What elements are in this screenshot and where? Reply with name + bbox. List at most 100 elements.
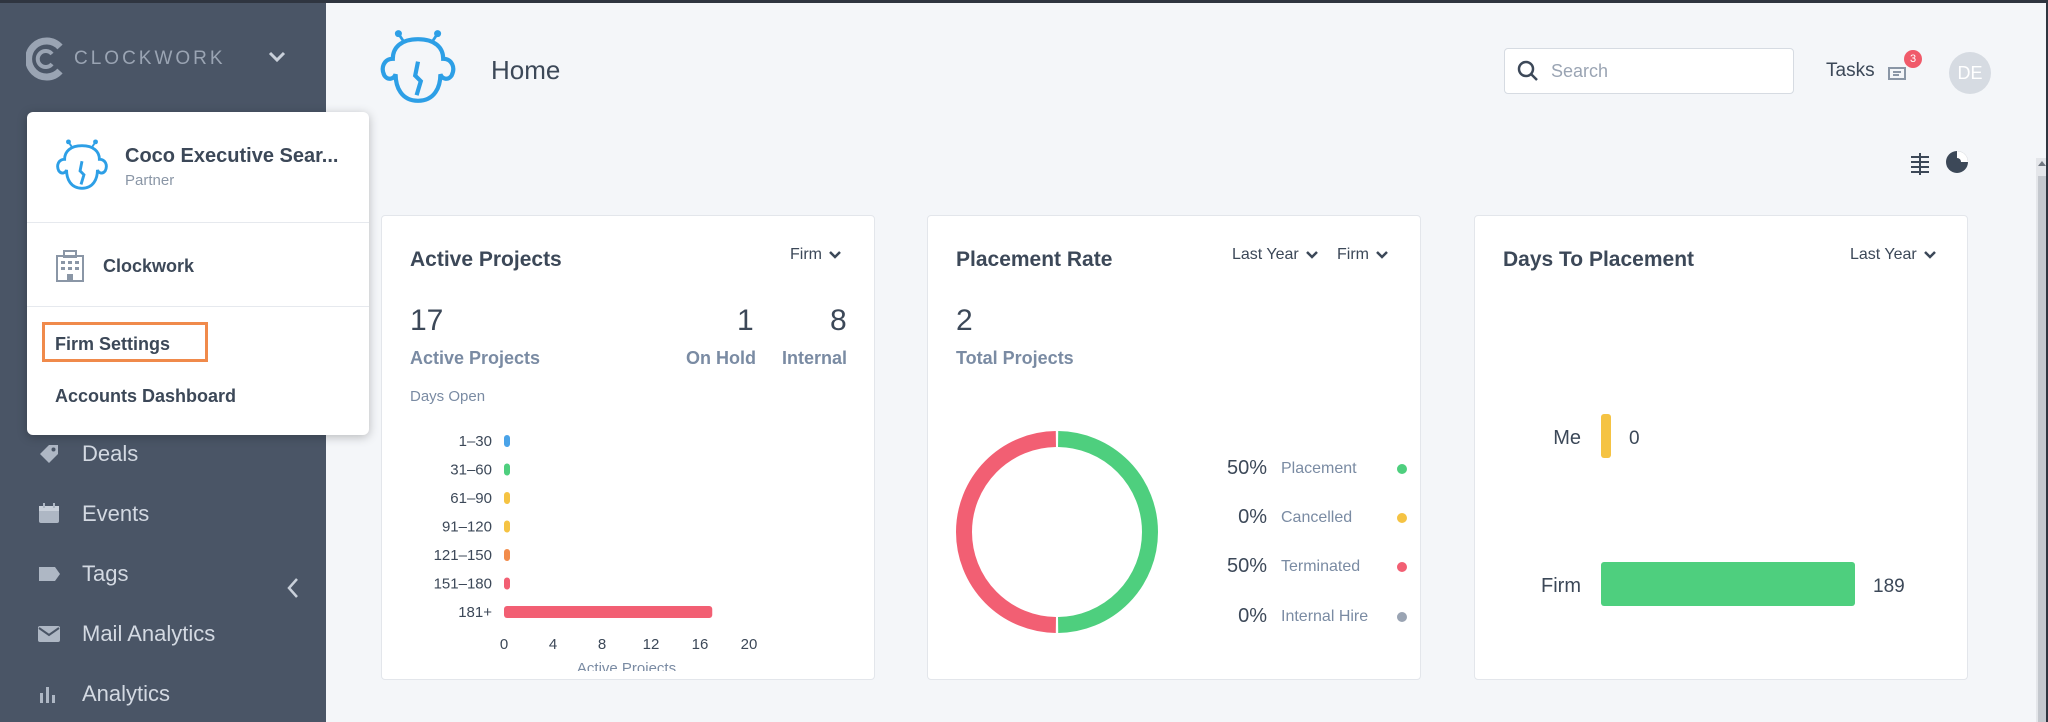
category-label: 181+ <box>458 604 492 621</box>
sidebar-item-label: Tags <box>82 561 129 586</box>
divider <box>27 306 369 307</box>
building-icon <box>56 250 84 282</box>
period-filter-dropdown[interactable]: Last Year <box>1850 246 1937 264</box>
sidebar-item-label: Events <box>82 501 150 526</box>
sidebar-item-tags[interactable]: Tags <box>36 561 128 587</box>
legend-label: Placement <box>1281 459 1357 477</box>
legend-label: Terminated <box>1281 557 1361 575</box>
category-label: 91–120 <box>442 519 492 536</box>
donut-slice-placement[interactable] <box>1057 431 1158 633</box>
bar-31–60[interactable] <box>504 463 510 476</box>
category-label: 31–60 <box>450 462 492 479</box>
x-axis-label: Active Projects <box>577 660 676 671</box>
filter-lines-icon[interactable] <box>1909 152 1931 176</box>
on-hold-value: 1 <box>737 304 754 337</box>
donut-slice-terminated[interactable] <box>956 431 1057 633</box>
workspace-item[interactable]: Clockwork <box>55 250 194 282</box>
chart-title: Days Open <box>410 388 486 405</box>
pie-chart-icon[interactable] <box>1945 150 1969 174</box>
clockwork-logo-icon <box>26 37 63 81</box>
active-projects-value: 17 <box>410 304 444 337</box>
sidebar-item-events[interactable]: Events <box>36 501 149 527</box>
org-selector[interactable]: Coco Executive Sear... Partner <box>53 138 338 196</box>
sidebar-item-label: Analytics <box>82 681 171 706</box>
card-title: Active Projects <box>410 248 562 271</box>
legend-dot <box>1397 512 1407 523</box>
accounts-dashboard-link[interactable]: Accounts Dashboard <box>55 386 237 406</box>
bar-1–30[interactable] <box>504 435 510 447</box>
active-projects-card: Active Projects Firm 17 Active Projects … <box>381 215 875 680</box>
bar-61–90[interactable] <box>504 492 510 504</box>
x-tick-label: 20 <box>741 636 758 653</box>
sidebar-item-deals[interactable]: Deals <box>36 441 138 467</box>
mail-icon <box>36 622 62 646</box>
collapse-sidebar-icon[interactable] <box>286 577 300 599</box>
legend-label: Cancelled <box>1281 508 1353 526</box>
on-hold-label: On Hold <box>686 348 756 368</box>
bar-chart-icon <box>36 682 62 706</box>
bar-firm[interactable] <box>1601 562 1855 606</box>
firm-filter-dropdown[interactable]: Firm <box>1337 246 1389 264</box>
placement-donut-chart <box>956 431 1158 633</box>
category-label: Me <box>1553 427 1581 449</box>
filter-label: Firm <box>1337 246 1369 263</box>
page-title: Home <box>491 55 561 85</box>
search-input[interactable] <box>1551 60 1771 82</box>
chevron-down-icon <box>1923 251 1936 259</box>
legend-label: Internal Hire <box>1281 607 1369 625</box>
card-title: Placement Rate <box>956 248 1113 271</box>
category-label: 121–150 <box>434 547 492 564</box>
legend-percent: 0% <box>1238 506 1267 528</box>
bar-91–120[interactable] <box>504 520 510 533</box>
scroll-up-arrow-icon[interactable] <box>2037 159 2047 169</box>
chevron-down-icon[interactable] <box>268 51 286 63</box>
bar-151–180[interactable] <box>504 577 510 590</box>
days-to-placement-card: Days To Placement Last Year Me 0 Firm 189 <box>1474 215 1968 680</box>
bar-121–150[interactable] <box>504 549 510 561</box>
calendar-icon <box>36 502 62 526</box>
legend-item[interactable]: 50% Placement <box>1223 457 1413 480</box>
filter-label: Last Year <box>1232 246 1299 263</box>
firm-settings-link[interactable]: Firm Settings <box>55 334 171 354</box>
bar-181+[interactable] <box>504 606 713 618</box>
x-tick-label: 0 <box>500 636 508 653</box>
bar-me[interactable] <box>1601 414 1611 458</box>
search-icon <box>1517 60 1538 81</box>
active-projects-label: Active Projects <box>410 348 541 368</box>
period-filter-dropdown[interactable]: Last Year <box>1232 246 1319 264</box>
sidebar-item-mail-analytics[interactable]: Mail Analytics <box>36 621 215 647</box>
avatar[interactable]: DE <box>1949 52 1991 94</box>
org-role: Partner <box>125 172 175 189</box>
total-projects-label: Total Projects <box>956 348 1074 368</box>
legend-item[interactable]: 0% Cancelled <box>1223 506 1413 529</box>
window-edge <box>2046 0 2048 722</box>
label-icon <box>36 562 62 586</box>
days-to-placement-bar-chart: Me 0 Firm 189 <box>1541 414 1905 606</box>
divider <box>27 222 369 223</box>
placement-rate-card: Placement Rate Last Year Firm 2 Total Pr… <box>927 215 1421 680</box>
search-box[interactable] <box>1504 48 1794 94</box>
tasks-icon[interactable] <box>1886 58 1910 82</box>
card-title: Days To Placement <box>1503 248 1695 271</box>
legend-dot <box>1397 611 1407 622</box>
x-tick-label: 16 <box>692 636 709 653</box>
scrollbar-thumb[interactable] <box>2038 176 2047 722</box>
legend-percent: 0% <box>1238 605 1267 627</box>
category-label: 1–30 <box>459 433 492 450</box>
legend-item[interactable]: 0% Internal Hire <box>1223 605 1413 628</box>
category-label: 151–180 <box>434 576 492 593</box>
category-label: 61–90 <box>450 490 492 507</box>
brand-switcher[interactable]: CLOCKWORK <box>26 37 226 81</box>
firm-filter-dropdown[interactable]: Firm <box>790 246 842 264</box>
highlight-box <box>42 322 208 362</box>
legend-dot <box>1397 463 1407 474</box>
org-dropdown-menu: Coco Executive Sear... Partner Clockwork… <box>27 112 369 435</box>
org-name: Coco Executive Sear... <box>125 145 339 167</box>
sidebar-item-label: Deals <box>82 441 139 466</box>
sidebar-item-analytics[interactable]: Analytics <box>36 681 170 707</box>
brand-name: CLOCKWORK <box>74 48 226 69</box>
top-border <box>0 0 2048 3</box>
internal-value: 8 <box>830 304 847 337</box>
tasks-link[interactable]: Tasks <box>1826 60 1875 81</box>
legend-item[interactable]: 50% Terminated <box>1223 555 1413 578</box>
